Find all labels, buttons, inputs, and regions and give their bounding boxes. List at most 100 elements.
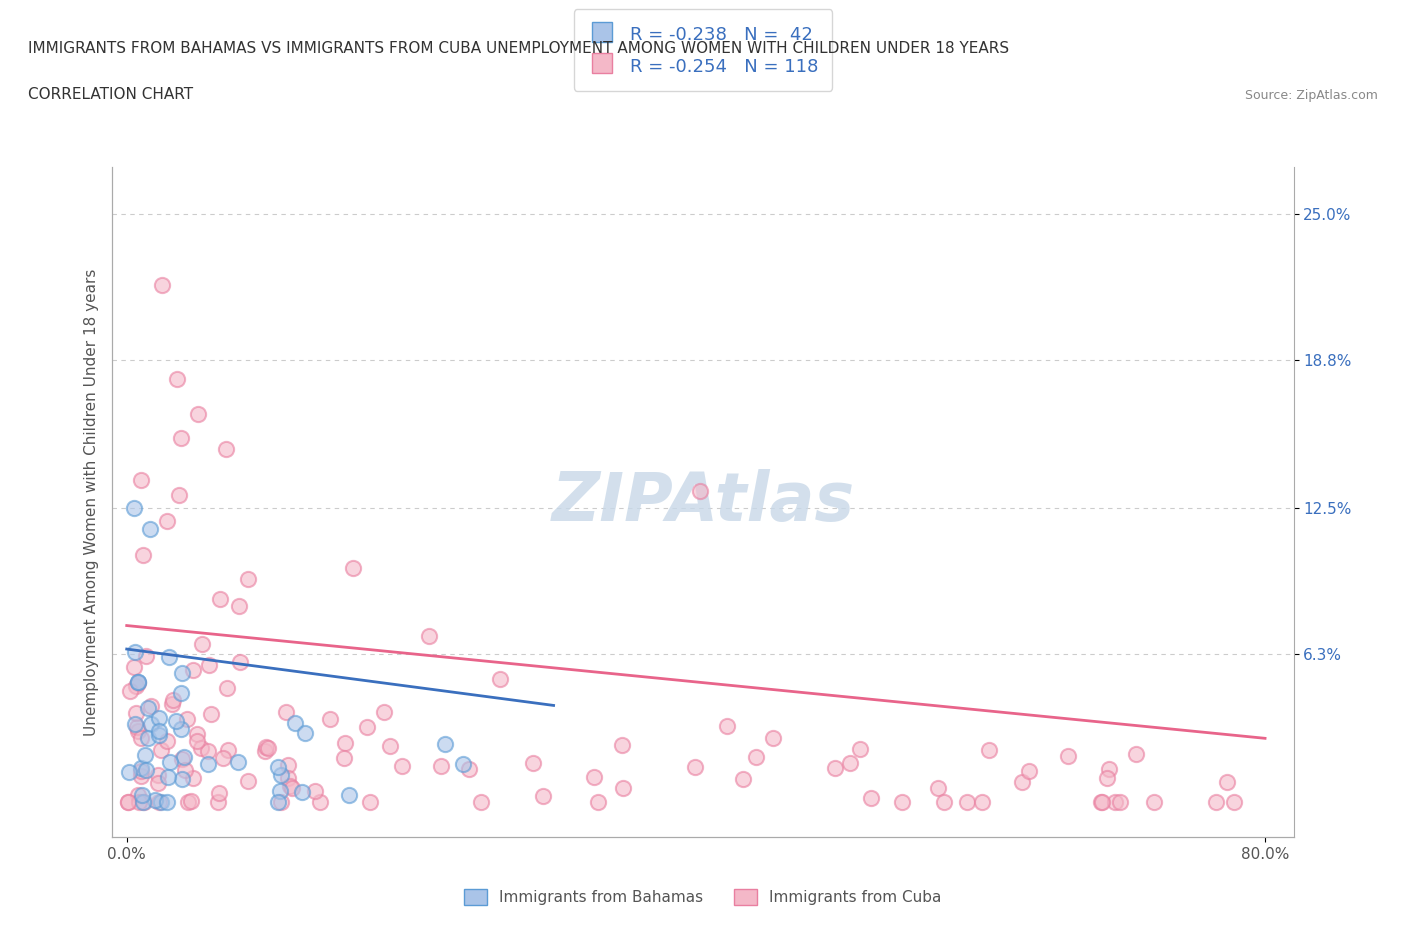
Point <box>716 719 738 734</box>
Point <box>531 788 554 803</box>
Point <box>176 711 198 726</box>
Point <box>342 560 364 575</box>
Point <box>824 761 846 776</box>
Point <box>141 717 163 732</box>
Point <box>165 713 187 728</box>
Point <box>170 431 193 445</box>
Text: Source: ZipAtlas.com: Source: ZipAtlas.com <box>1244 89 1378 102</box>
Point <box>270 794 292 809</box>
Point <box>970 794 993 809</box>
Point <box>122 500 145 515</box>
Point <box>927 781 949 796</box>
Point <box>1091 794 1114 809</box>
Point <box>1057 749 1080 764</box>
Point <box>170 722 193 737</box>
Point <box>291 784 314 799</box>
Point <box>134 748 156 763</box>
Point <box>470 794 492 809</box>
Point <box>162 693 184 708</box>
Point <box>337 788 360 803</box>
Point <box>127 676 149 691</box>
Point <box>612 780 634 795</box>
Point <box>138 730 160 745</box>
Legend: Immigrants from Bahamas, Immigrants from Cuba: Immigrants from Bahamas, Immigrants from… <box>457 882 949 913</box>
Point <box>278 778 301 793</box>
Point <box>186 733 208 748</box>
Point <box>132 794 155 809</box>
Point <box>157 650 180 665</box>
Point <box>156 769 179 784</box>
Point <box>458 762 481 777</box>
Point <box>689 484 711 498</box>
Point <box>277 758 299 773</box>
Point <box>118 684 141 698</box>
Point <box>1109 794 1132 809</box>
Point <box>180 793 202 808</box>
Point <box>226 755 249 770</box>
Point <box>197 756 219 771</box>
Point <box>977 742 1000 757</box>
Point <box>156 514 179 529</box>
Point <box>160 697 183 711</box>
Point <box>281 781 304 796</box>
Point <box>319 711 342 726</box>
Point <box>132 794 155 809</box>
Point <box>170 665 193 680</box>
Point <box>522 756 544 771</box>
Point <box>117 794 139 809</box>
Point <box>433 737 456 751</box>
Point <box>139 522 162 537</box>
Point <box>124 717 146 732</box>
Point <box>167 487 190 502</box>
Point <box>177 794 200 809</box>
Point <box>270 767 292 782</box>
Point <box>166 371 188 386</box>
Point <box>269 783 291 798</box>
Point <box>208 786 231 801</box>
Point <box>429 758 451 773</box>
Point <box>173 763 195 777</box>
Point <box>135 763 157 777</box>
Point <box>181 771 204 786</box>
Point <box>148 711 170 725</box>
Point <box>891 794 914 809</box>
Point <box>148 767 170 782</box>
Point <box>1090 794 1112 809</box>
Point <box>187 406 209 421</box>
Point <box>380 738 402 753</box>
Point <box>1011 775 1033 790</box>
Point <box>215 442 238 457</box>
Point <box>1018 764 1040 778</box>
Point <box>1104 794 1126 809</box>
Point <box>859 790 882 805</box>
Point <box>129 764 152 778</box>
Point <box>150 743 173 758</box>
Point <box>170 685 193 700</box>
Point <box>148 794 170 809</box>
Point <box>148 724 170 738</box>
Point <box>127 724 149 739</box>
Point <box>274 705 297 720</box>
Point <box>277 771 299 786</box>
Point <box>1216 775 1239 790</box>
Point <box>1205 794 1227 809</box>
Point <box>284 716 307 731</box>
Point <box>236 774 259 789</box>
Point <box>294 725 316 740</box>
Point <box>304 783 326 798</box>
Point <box>215 681 238 696</box>
Point <box>148 728 170 743</box>
Point <box>256 741 278 756</box>
Point <box>118 765 141 780</box>
Point <box>200 707 222 722</box>
Point <box>207 794 229 809</box>
Point <box>228 655 250 670</box>
Point <box>186 726 208 741</box>
Point <box>489 671 512 686</box>
Point <box>238 571 260 586</box>
Point <box>208 591 231 606</box>
Point <box>211 751 233 765</box>
Point <box>254 744 277 759</box>
Point <box>1143 794 1166 809</box>
Point <box>129 768 152 783</box>
